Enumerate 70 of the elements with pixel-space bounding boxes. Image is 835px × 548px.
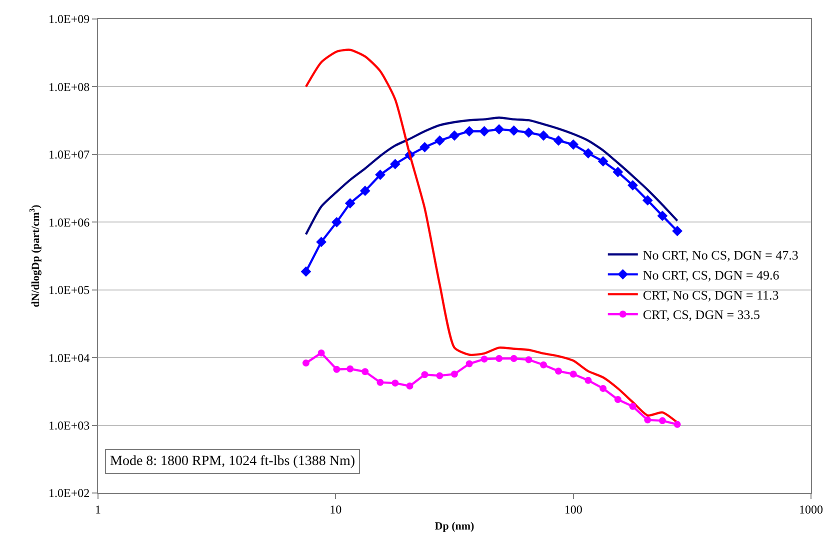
point <box>524 127 534 138</box>
legend-label: CRT, No CS, DGN = 11.3 <box>642 287 779 302</box>
point <box>553 135 564 146</box>
x-tick-label: 1000 <box>799 502 823 516</box>
point <box>375 170 386 180</box>
point <box>554 368 562 375</box>
point <box>508 125 520 136</box>
legend-label: No CRT, No CS, DGN = 47.3 <box>642 247 798 262</box>
point <box>496 354 503 362</box>
y-tick-label: 1.0E+06 <box>48 215 90 230</box>
y-tick-label: 1.0E+03 <box>48 418 90 432</box>
point <box>494 124 504 134</box>
y-tick-label: 1.0E+05 <box>48 283 90 298</box>
point <box>450 370 458 378</box>
point <box>584 376 592 384</box>
point <box>464 126 474 136</box>
point <box>614 396 622 404</box>
point <box>568 139 579 150</box>
point <box>480 356 488 363</box>
point <box>316 236 326 248</box>
point <box>672 226 682 236</box>
annotation: Mode 8: 1800 RPM, 1024 ft-lbs (1388 Nm) <box>110 454 356 469</box>
point <box>302 360 310 367</box>
point <box>510 354 518 362</box>
y-tick-label: 1.0E+09 <box>48 12 90 26</box>
x-tick-label: 1 <box>95 502 101 516</box>
point <box>612 166 624 178</box>
point <box>436 372 444 380</box>
point <box>360 186 370 196</box>
point <box>600 384 607 392</box>
point <box>674 420 681 428</box>
y-tick-label: 1.0E+02 <box>48 486 90 500</box>
point <box>434 135 445 146</box>
y-tick-label: 1.0E+08 <box>48 80 90 94</box>
point <box>376 378 384 386</box>
point <box>466 360 473 368</box>
point <box>570 370 577 378</box>
point <box>406 382 414 390</box>
point <box>540 361 547 368</box>
point <box>362 368 369 376</box>
y-tick-label: 1.0E+07 <box>48 148 90 162</box>
legend-label: CRT, CS, DGN = 33.5 <box>642 307 760 322</box>
point <box>538 130 549 141</box>
point <box>479 126 490 136</box>
point <box>629 402 636 410</box>
legend-label: No CRT, CS, DGN = 49.6 <box>642 267 780 282</box>
point <box>628 180 638 190</box>
x-tick-label: 100 <box>564 502 582 516</box>
point <box>657 210 668 222</box>
point <box>644 416 652 424</box>
point <box>331 216 342 228</box>
point <box>421 371 428 378</box>
point <box>392 380 399 387</box>
point <box>390 158 400 170</box>
point <box>642 195 653 206</box>
x-axis-title: Dp (nm) <box>434 520 475 533</box>
point <box>598 156 608 167</box>
x-tick-label: 10 <box>330 502 342 516</box>
point <box>318 349 325 356</box>
y-tick-label: 1.0E+04 <box>48 350 90 365</box>
point <box>344 198 356 208</box>
point <box>346 365 354 372</box>
point <box>583 148 594 158</box>
point <box>420 142 430 152</box>
line-series <box>304 116 678 236</box>
point <box>449 130 460 141</box>
point <box>300 266 312 277</box>
point <box>333 366 340 373</box>
point <box>525 356 532 364</box>
point <box>658 417 666 424</box>
